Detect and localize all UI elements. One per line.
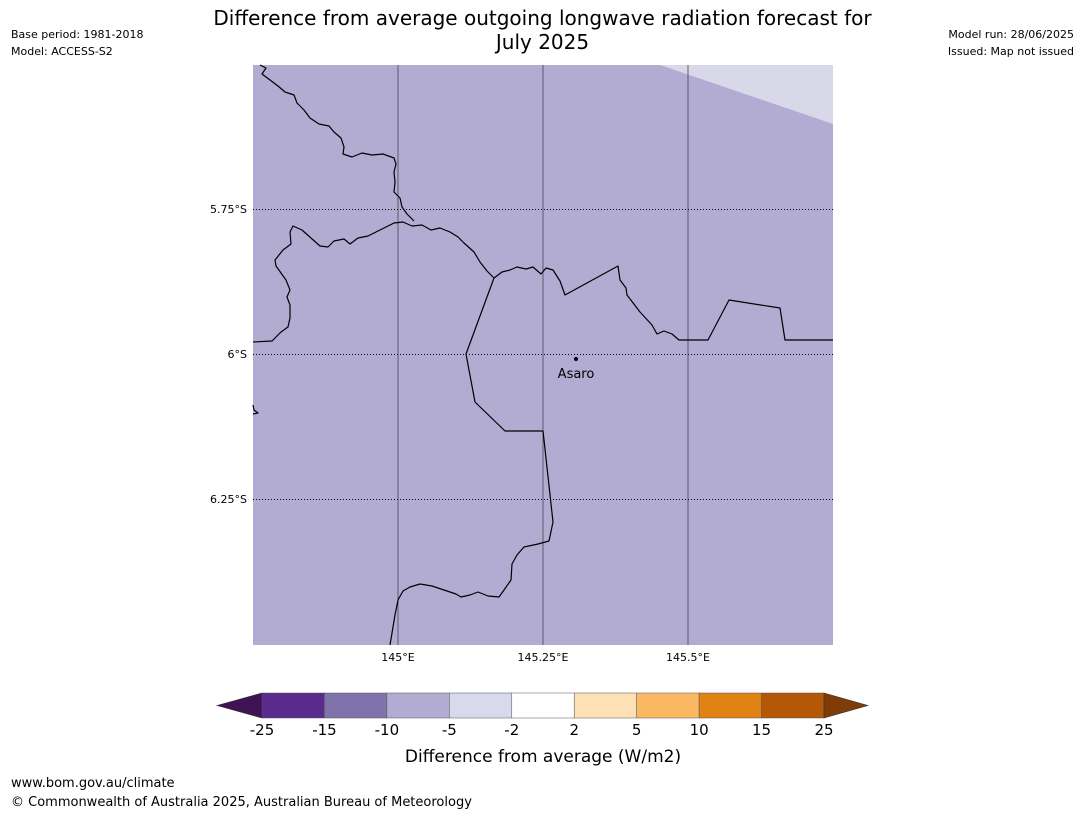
lon-label-145-25: 145.25°E [518, 651, 569, 664]
colorbar-segment [324, 692, 388, 719]
issued-status: Issued: Map not issued [947, 45, 1074, 58]
model-run: Model run: 28/06/2025 [948, 28, 1074, 41]
title-line-2: July 2025 [495, 30, 590, 54]
footer-copyright: © Commonwealth of Australia 2025, Austra… [11, 795, 472, 810]
colorbar-extend-high [823, 692, 870, 719]
colorbar-segment [761, 692, 825, 719]
colorbar-tick-label: 5 [632, 721, 642, 739]
title-line-1: Difference from average outgoing longwav… [213, 6, 872, 30]
colorbar-tick-label: 10 [690, 721, 709, 739]
colorbar-tick-label: -5 [442, 721, 457, 739]
lat-label-6: 6°S [228, 348, 247, 361]
colorbar [215, 692, 870, 719]
colorbar-segment [511, 692, 575, 719]
asaro-marker [574, 357, 578, 361]
page-title: Difference from average outgoing longwav… [150, 6, 935, 54]
colorbar-tick-label: 2 [569, 721, 579, 739]
latitude-labels: 5.75°S 6°S 6.25°S [210, 203, 247, 506]
boundary-northwest [259, 64, 415, 222]
colorbar-segment [636, 692, 700, 719]
colorbar-extend-low [215, 692, 263, 719]
boundary-western [252, 221, 495, 343]
boundary-southern [389, 277, 554, 646]
boundary-west-edge-fragment [252, 404, 259, 415]
footer-url: www.bom.gov.au/climate [11, 776, 175, 791]
footer: www.bom.gov.au/climate © Commonwealth of… [11, 774, 472, 812]
colorbar-segment [698, 692, 762, 719]
lat-label-5-75: 5.75°S [210, 203, 247, 216]
province-boundaries [252, 64, 833, 646]
latitude-gridlines [253, 209, 833, 500]
lat-label-6-25: 6.25°S [210, 493, 247, 506]
colorbar-tick-label: -25 [250, 721, 275, 739]
colorbar-tick-label: -2 [504, 721, 519, 739]
lon-label-145: 145°E [381, 651, 414, 664]
colorbar-segment [573, 692, 637, 719]
colorbar-tick-labels: -25 -15 -10 -5 -2 2 5 10 15 25 [250, 721, 834, 739]
colorbar-segment [449, 692, 513, 719]
colorbar-tick-label: 25 [814, 721, 833, 739]
colorbar-segment [261, 692, 325, 719]
longitude-labels: 145°E 145.25°E 145.5°E [381, 651, 710, 664]
colorbar-tick-label: 15 [752, 721, 771, 739]
boundary-central-east [493, 265, 833, 341]
model-name: Model: ACCESS-S2 [11, 45, 113, 58]
colorbar-tick-label: -10 [375, 721, 400, 739]
anomaly-region-light [660, 65, 833, 124]
colorbar-title: Difference from average (W/m2) [405, 747, 681, 767]
header-right: Model run: 28/06/2025 Issued: Map not is… [948, 26, 1074, 60]
asaro-label: Asaro [558, 367, 595, 382]
colorbar-segment [386, 692, 450, 719]
base-period: Base period: 1981-2018 [11, 28, 144, 41]
colorbar-tick-label: -15 [312, 721, 337, 739]
header-left: Base period: 1981-2018 Model: ACCESS-S2 [11, 26, 143, 60]
lon-label-145-5: 145.5°E [666, 651, 710, 664]
